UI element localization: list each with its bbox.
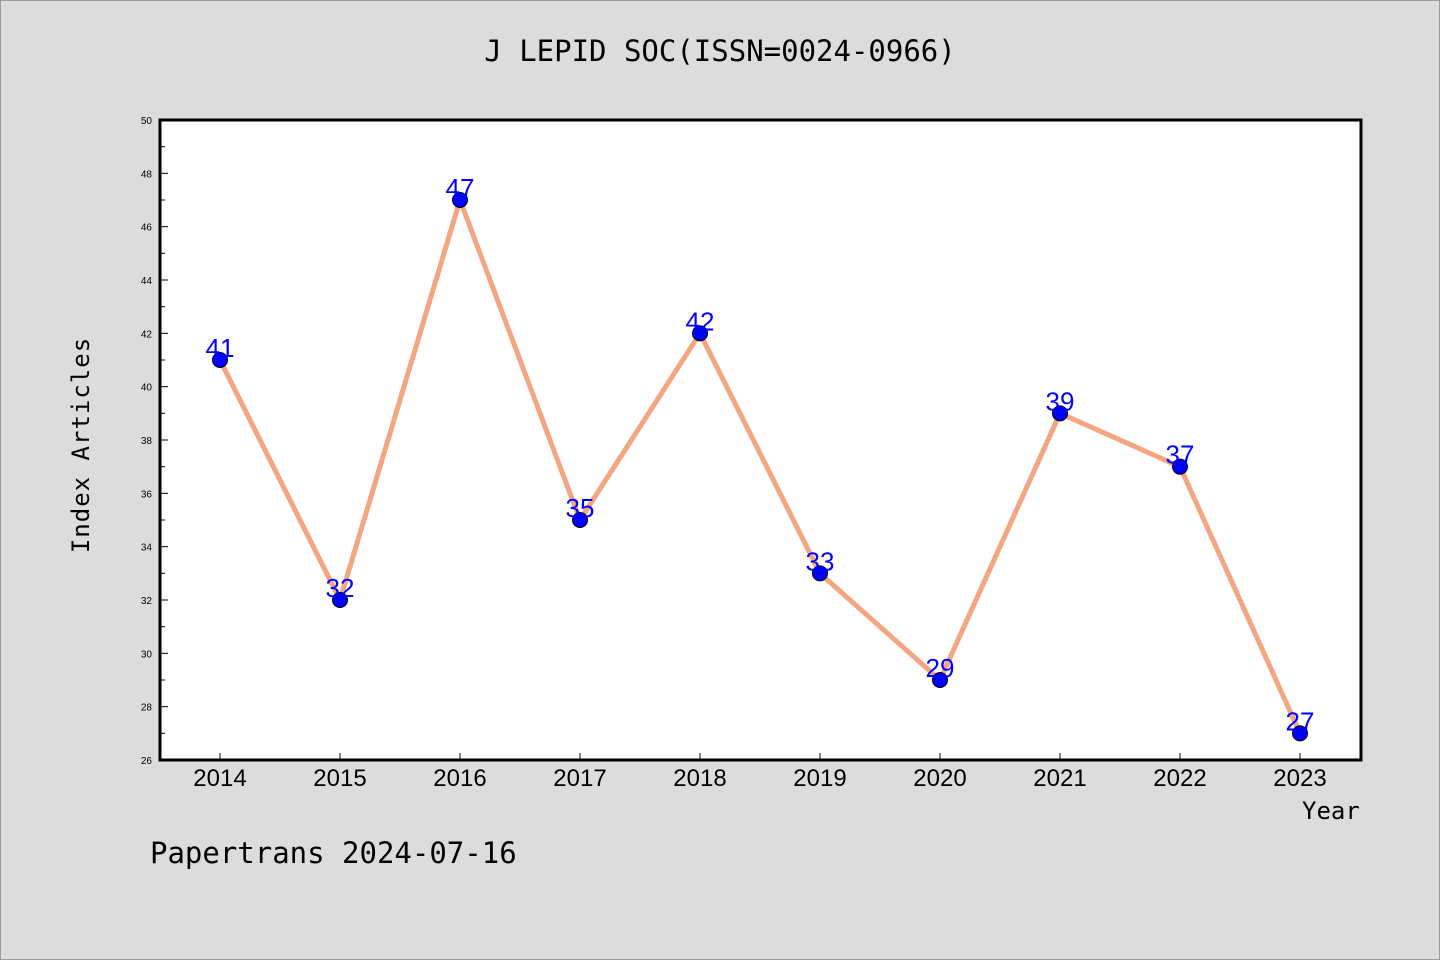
y-tick-label: 38 [141,436,153,447]
plot-area [160,120,1361,760]
data-point [212,352,228,368]
data-point [1052,405,1068,422]
x-tick-label: 2015 [313,765,366,792]
y-tick-label: 28 [141,703,153,714]
data-label: 27 [1286,706,1315,736]
data-point [812,565,828,582]
y-tick-label: 26 [141,756,153,767]
x-tick-label: 2023 [1273,765,1326,792]
x-tick-label: 2018 [673,765,726,792]
data-label: 39 [1046,386,1075,416]
series-line [217,197,1303,736]
x-tick-label: 2017 [553,765,606,792]
data-label: 47 [446,173,475,203]
x-tick-label: 2022 [1153,765,1206,792]
y-tick-label: 40 [141,383,153,394]
x-tick-label: 2014 [193,765,246,792]
y-tick-label: 34 [141,543,153,554]
y-tick-label: 46 [141,223,153,234]
y-tick-label: 44 [141,276,153,287]
data-point [572,512,588,528]
data-label: 42 [686,306,715,336]
data-label: 29 [926,653,955,683]
x-tick-label: 2019 [793,765,846,792]
chart-title: J LEPID SOC(ISSN=0024-0966) [484,34,956,68]
data-point [452,192,468,208]
data-label: 37 [1166,440,1195,470]
data-point [932,672,948,688]
data-point [1172,458,1188,475]
x-axis-label: Year [1302,797,1360,825]
y-tick-label: 30 [141,649,153,660]
y-tick-label: 36 [141,489,153,500]
data-point [692,325,708,342]
y-tick-label: 48 [141,169,153,180]
y-tick-label: 32 [141,596,153,607]
x-tick-label: 2020 [913,765,966,792]
x-tick-label: 2016 [433,765,486,792]
data-label: 32 [326,573,355,603]
footer-source: Papertrans 2024-07-16 [150,836,517,870]
plot-border [158,118,1363,762]
data-label: 35 [566,493,595,523]
data-point [332,592,348,608]
data-label: 41 [206,333,235,363]
y-tick-label: 50 [141,116,153,127]
y-tick-label: 42 [141,329,153,340]
x-tick-label: 2021 [1033,765,1086,792]
data-point [1292,725,1308,742]
data-label: 33 [806,546,835,576]
